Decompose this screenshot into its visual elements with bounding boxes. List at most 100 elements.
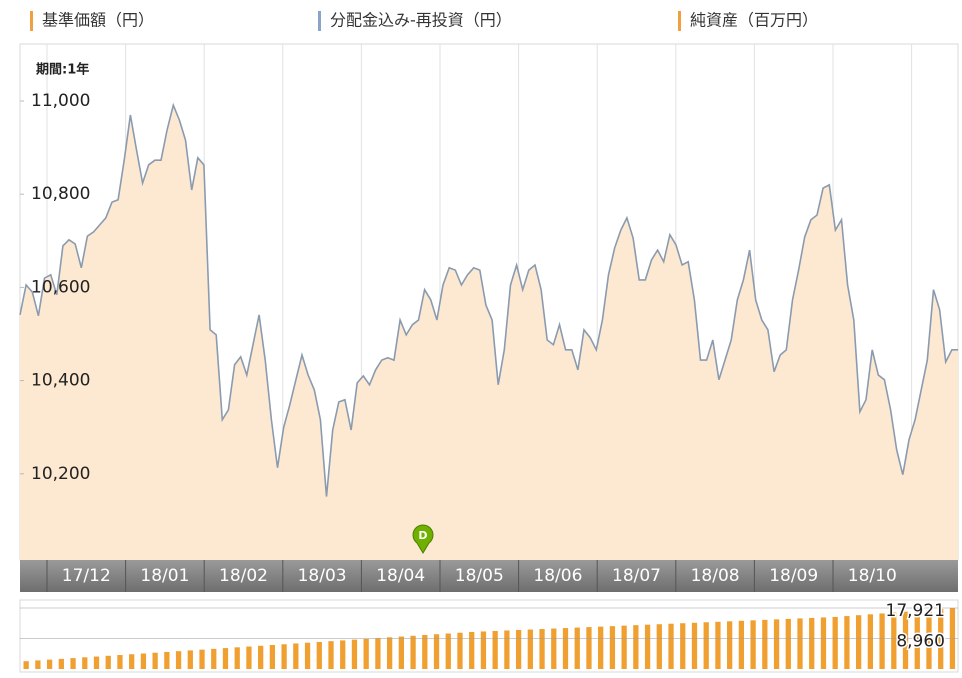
- bar: [199, 649, 205, 669]
- area-fill: [20, 105, 958, 560]
- x-tick-label: 18/02: [219, 566, 268, 586]
- period-label: 期間:1年: [36, 62, 89, 78]
- bar: [70, 658, 76, 669]
- y-tick-label: 11,000: [31, 91, 90, 111]
- bar: [820, 617, 827, 669]
- bar: [328, 641, 334, 669]
- bar: [715, 621, 721, 669]
- bar: [879, 613, 885, 669]
- bar: [562, 628, 569, 669]
- x-tick-label: 18/03: [298, 566, 347, 586]
- bar: [797, 618, 803, 669]
- bar: [258, 645, 264, 669]
- bar: [727, 621, 733, 669]
- bar: [410, 635, 416, 669]
- bar: [175, 651, 182, 669]
- x-tick-label: 18/05: [455, 566, 504, 586]
- bar: [222, 648, 229, 669]
- bar: [551, 628, 557, 669]
- bar: [938, 608, 944, 669]
- dividend-label: D: [418, 529, 427, 542]
- y-tick-label: 10,800: [31, 184, 90, 204]
- bar: [574, 627, 580, 669]
- x-tick-label: 18/10: [848, 566, 897, 586]
- bar: [23, 661, 29, 669]
- bar: [668, 623, 674, 669]
- volume-area: [19, 599, 959, 673]
- bar: [140, 653, 147, 669]
- bar: [211, 648, 217, 669]
- bar: [375, 638, 381, 669]
- bar: [340, 640, 346, 669]
- legend-swatch: [318, 11, 321, 31]
- bar: [187, 650, 193, 669]
- bar: [304, 642, 311, 669]
- bar: [93, 656, 100, 669]
- bar: [492, 630, 498, 669]
- bar: [234, 647, 240, 669]
- bar: [762, 619, 768, 669]
- bar: [586, 627, 592, 669]
- bar: [316, 641, 322, 669]
- bar: [773, 619, 780, 669]
- x-tick-label: 18/07: [612, 566, 661, 586]
- bar: [703, 622, 709, 669]
- dividend-pin: [412, 524, 434, 554]
- bar: [433, 634, 440, 669]
- bar: [469, 631, 475, 669]
- bar: [82, 657, 88, 669]
- y-tick-label: 8,960: [896, 632, 945, 652]
- bar: [351, 639, 358, 669]
- bar: [680, 623, 686, 669]
- bar: [809, 617, 815, 669]
- bar: [691, 622, 698, 669]
- bar: [891, 612, 897, 669]
- x-tick-label: 18/06: [533, 566, 582, 586]
- bar: [281, 644, 287, 669]
- bar: [621, 625, 627, 669]
- bar: [914, 610, 920, 669]
- bar: [832, 616, 838, 669]
- bar: [527, 629, 533, 669]
- y-tick-label: 10,400: [31, 371, 90, 391]
- bar: [105, 655, 111, 669]
- bar: [504, 630, 510, 669]
- bar: [867, 614, 873, 669]
- y-tick-label: 10,600: [31, 277, 90, 297]
- bar: [633, 625, 639, 669]
- x-tick-label: 18/08: [691, 566, 740, 586]
- bar: [539, 629, 545, 669]
- bar: [363, 638, 369, 669]
- legend-swatch: [30, 11, 33, 31]
- bar: [750, 620, 756, 669]
- legend-label: 基準価額（円）: [42, 11, 154, 30]
- bar: [738, 620, 745, 669]
- bar: [398, 636, 404, 669]
- bar: [926, 609, 932, 669]
- bar: [58, 658, 64, 669]
- bar: [644, 624, 651, 669]
- bar: [656, 624, 662, 669]
- bar: [785, 618, 791, 669]
- legend-label: 分配金込み-再投資（円）: [330, 11, 512, 30]
- x-tick-label: 18/01: [140, 566, 189, 586]
- bar: [246, 646, 252, 669]
- bar: [844, 616, 850, 669]
- line: [19, 102, 958, 497]
- x-tick-label: 17/12: [62, 566, 111, 586]
- bar: [445, 633, 451, 669]
- bar: [152, 652, 158, 669]
- bar: [386, 637, 393, 669]
- bar: [422, 635, 428, 669]
- bar: [609, 626, 616, 669]
- legend-label: 純資産（百万円）: [690, 11, 818, 30]
- y-tick-label: 10,200: [31, 464, 90, 484]
- bar: [480, 631, 487, 669]
- bar: [515, 630, 522, 669]
- bar: [457, 632, 463, 669]
- bar: [293, 643, 299, 669]
- bar: [902, 611, 909, 669]
- bar: [855, 615, 862, 669]
- x-tick-label: 18/09: [769, 566, 818, 586]
